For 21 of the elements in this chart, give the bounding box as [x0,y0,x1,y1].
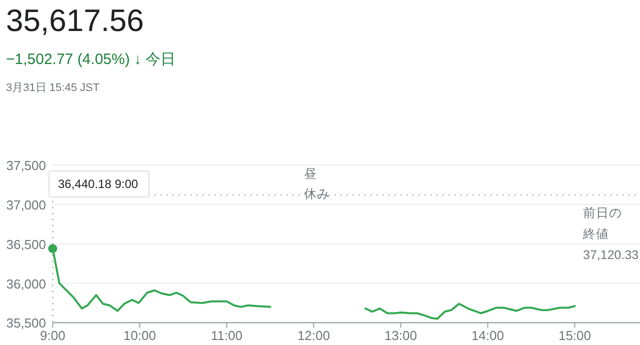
y-tick-label: 36,000 [6,276,46,292]
x-tick-label: 15:00 [558,328,592,343]
annotation: 36,440.18 9:00 [58,177,138,191]
chart-title: 35,617.56 [6,3,144,38]
annotation: 休み [304,187,330,201]
text: 3月31日 15:45 JST [6,82,100,94]
x-tick-label: 10:00 [123,328,156,343]
x-tick-label: 13:00 [384,328,418,343]
text: 前日の終値37,120.33 [583,206,639,262]
annotation: 昼 [304,167,317,181]
x-tick-label: 12:00 [297,328,330,343]
line-series [364,302,576,320]
y-tick-label: 37,000 [6,197,46,212]
y-tick-label: 37,500 [6,158,46,173]
x-tick-label: 14:00 [471,328,504,343]
y-tick-label: 35,500 [6,316,46,331]
y-tick-label: 36,500 [6,236,46,252]
chart-subtitle: −1,502.77 (4.05%) ↓ 今日 [6,51,176,68]
x-tick-label: 11:00 [210,328,243,343]
tooltip: 36,440.18 9:00 [48,170,150,198]
x-tick-label: 9:00 [40,328,66,343]
